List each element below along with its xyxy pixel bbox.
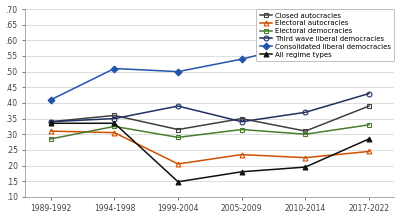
Closed autocracies [303,130,308,132]
Third wave liberal democracies [366,92,371,95]
Third wave liberal democracies [112,117,117,120]
Line: Third wave liberal democracies: Third wave liberal democracies [48,91,372,124]
Third wave liberal democracies [239,120,244,123]
Electoral democracies [366,124,371,126]
Third wave liberal democracies [48,120,53,123]
Electoral autocracies [112,131,117,134]
Consolidated liberal democracies [48,99,53,101]
Line: Consolidated liberal democracies: Consolidated liberal democracies [48,13,372,102]
Consolidated liberal democracies [239,58,244,60]
Electoral autocracies [48,130,53,132]
Electoral autocracies [176,163,180,165]
Third wave liberal democracies [303,111,308,114]
Consolidated liberal democracies [303,42,308,45]
Line: Electoral autocracies: Electoral autocracies [48,129,372,166]
All regime types [303,166,308,168]
Electoral democracies [48,138,53,140]
Consolidated liberal democracies [366,14,371,17]
Electoral democracies [303,133,308,136]
Line: Electoral democracies: Electoral democracies [48,122,372,141]
Consolidated liberal democracies [112,67,117,70]
Third wave liberal democracies [176,105,180,107]
Closed autocracies [176,128,180,131]
Electoral autocracies [303,156,308,159]
Consolidated liberal democracies [176,70,180,73]
Line: All regime types: All regime types [48,121,372,184]
Line: Closed autocracies: Closed autocracies [48,104,372,134]
Electoral autocracies [366,150,371,153]
Electoral democracies [176,136,180,139]
Closed autocracies [112,114,117,117]
Electoral democracies [239,128,244,131]
Electoral autocracies [239,153,244,156]
Closed autocracies [366,105,371,107]
Closed autocracies [48,120,53,123]
All regime types [366,138,371,140]
All regime types [239,170,244,173]
Closed autocracies [239,117,244,120]
All regime types [176,180,180,183]
Electoral democracies [112,125,117,128]
All regime types [48,122,53,125]
All regime types [112,122,117,125]
Legend: Closed autocracies, Electoral autocracies, Electoral democracies, Third wave lib: Closed autocracies, Electoral autocracie… [256,9,394,61]
